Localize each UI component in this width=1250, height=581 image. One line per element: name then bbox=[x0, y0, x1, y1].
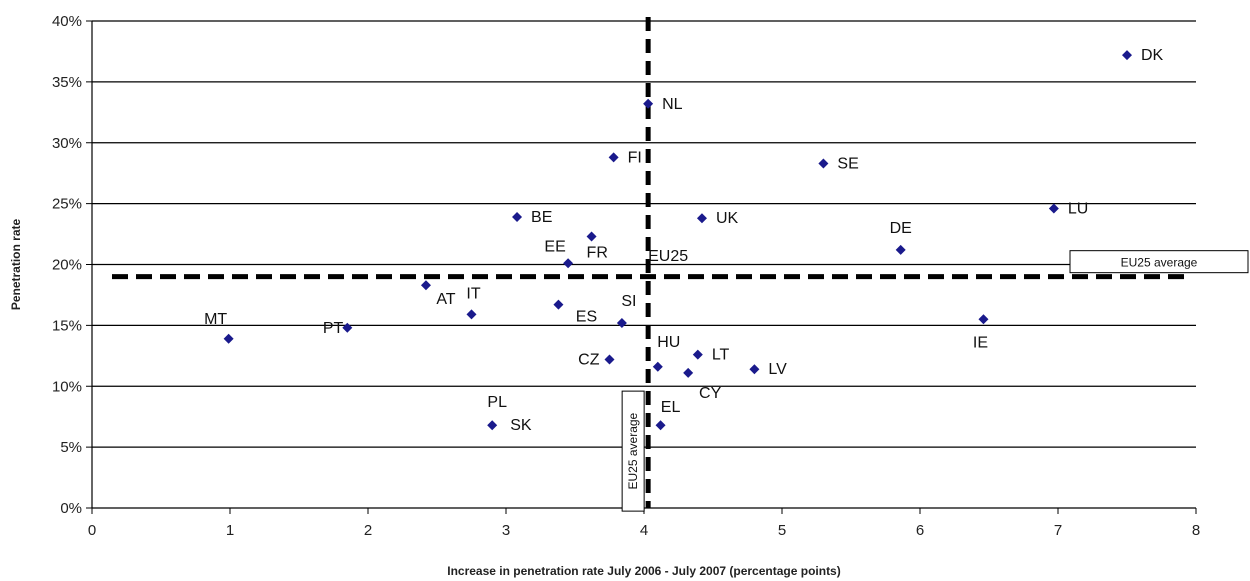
data-point-lt bbox=[692, 349, 703, 360]
data-point-fi bbox=[608, 152, 619, 163]
point-label-lt: LT bbox=[712, 347, 730, 364]
point-label-es: ES bbox=[576, 309, 597, 326]
point-label-ie: IE bbox=[973, 334, 988, 351]
x-average-label: EU25 average bbox=[626, 412, 640, 489]
data-point-lu bbox=[1048, 203, 1059, 214]
point-label-hu: HU bbox=[657, 334, 680, 351]
data-point-cz bbox=[604, 354, 615, 365]
point-label-fi: FI bbox=[628, 149, 642, 166]
point-label-fr: FR bbox=[587, 244, 608, 261]
x-tick-label: 0 bbox=[88, 522, 96, 539]
data-point-es bbox=[553, 299, 564, 310]
x-tick-label: 7 bbox=[1054, 522, 1062, 539]
data-point-de bbox=[895, 244, 906, 255]
y-tick-label: 20% bbox=[52, 257, 82, 274]
point-label-it: IT bbox=[466, 285, 480, 302]
point-label-cy: CY bbox=[699, 385, 722, 402]
gridlines bbox=[92, 20, 1196, 448]
point-label-nl: NL bbox=[662, 96, 683, 113]
point-label-el: EL bbox=[661, 399, 681, 416]
y-tick-label: 0% bbox=[60, 500, 82, 517]
point-label-be: BE bbox=[531, 209, 552, 226]
x-tick-label: 5 bbox=[778, 522, 786, 539]
data-point-be bbox=[512, 212, 523, 223]
data-point-mt bbox=[223, 333, 234, 344]
y-tick-label: 5% bbox=[60, 439, 82, 456]
data-point-lv bbox=[749, 364, 760, 375]
x-tick-label: 2 bbox=[364, 522, 372, 539]
y-tick-label: 10% bbox=[52, 378, 82, 395]
data-point-at bbox=[420, 280, 431, 291]
point-label-ee: EE bbox=[544, 238, 565, 255]
point-label-lv: LV bbox=[768, 361, 787, 378]
data-point-ie bbox=[978, 314, 989, 325]
x-tick-label: 4 bbox=[640, 522, 648, 539]
y-tick-label: 25% bbox=[52, 196, 82, 213]
data-point-uk bbox=[696, 213, 707, 224]
data-point-it bbox=[466, 309, 477, 320]
point-label-at: AT bbox=[436, 291, 455, 308]
y-tick-label: 35% bbox=[52, 74, 82, 91]
data-point-hu bbox=[652, 361, 663, 372]
point-label-uk: UK bbox=[716, 210, 739, 227]
point-label-si: SI bbox=[621, 293, 636, 310]
data-point-nl bbox=[643, 98, 654, 109]
point-label-pt: PT bbox=[323, 320, 344, 337]
data-point-pt bbox=[342, 322, 353, 333]
x-tick-label: 6 bbox=[916, 522, 924, 539]
y-average-label-box bbox=[1069, 250, 1249, 274]
y-tick-label: 30% bbox=[52, 135, 82, 152]
point-label-pl: PL bbox=[487, 394, 507, 411]
data-point-dk bbox=[1122, 50, 1132, 61]
data-point-fr bbox=[586, 231, 597, 242]
point-label-sk: SK bbox=[510, 417, 532, 434]
y-tick-label: 40% bbox=[52, 13, 82, 30]
intersection-label: EU25 bbox=[648, 248, 688, 265]
point-labels: DK NL FI SE LU BE UK FR DE EE AT ES IT IE SI PT MT LT CZ HU… bbox=[204, 47, 1163, 434]
point-label-cz: CZ bbox=[578, 351, 600, 368]
x-tick-label: 1 bbox=[226, 522, 234, 539]
point-label-dk: DK bbox=[1141, 47, 1164, 64]
data-point-sk bbox=[487, 420, 498, 431]
x-tick-label: 3 bbox=[502, 522, 510, 539]
y-tick-label: 15% bbox=[52, 317, 82, 334]
y-axis-title: Penetration rate bbox=[9, 218, 23, 310]
data-point-el bbox=[655, 420, 666, 431]
point-label-de: DE bbox=[890, 220, 912, 237]
y-average-label: EU25 average bbox=[1121, 256, 1198, 270]
x-tick-label: 8 bbox=[1192, 522, 1200, 539]
data-point-si bbox=[616, 317, 627, 328]
x-tick-labels: 0 1 2 3 4 5 6 7 8 bbox=[88, 522, 1200, 539]
data-point-se bbox=[818, 158, 829, 169]
x-average-label-box bbox=[621, 390, 645, 512]
point-label-se: SE bbox=[837, 155, 858, 172]
point-label-mt: MT bbox=[204, 311, 227, 328]
reference-lines: EU25 average EU25 average EU25 bbox=[112, 17, 1249, 512]
data-points bbox=[223, 50, 1132, 431]
x-axis-title: Increase in penetration rate July 2006 -… bbox=[447, 564, 840, 578]
y-tick-labels: 0% 5% 10% 15% 20% 25% 30% 35% 40% bbox=[52, 13, 82, 517]
point-label-lu: LU bbox=[1068, 200, 1088, 217]
data-point-ee bbox=[563, 258, 574, 269]
data-point-cy bbox=[683, 367, 694, 378]
